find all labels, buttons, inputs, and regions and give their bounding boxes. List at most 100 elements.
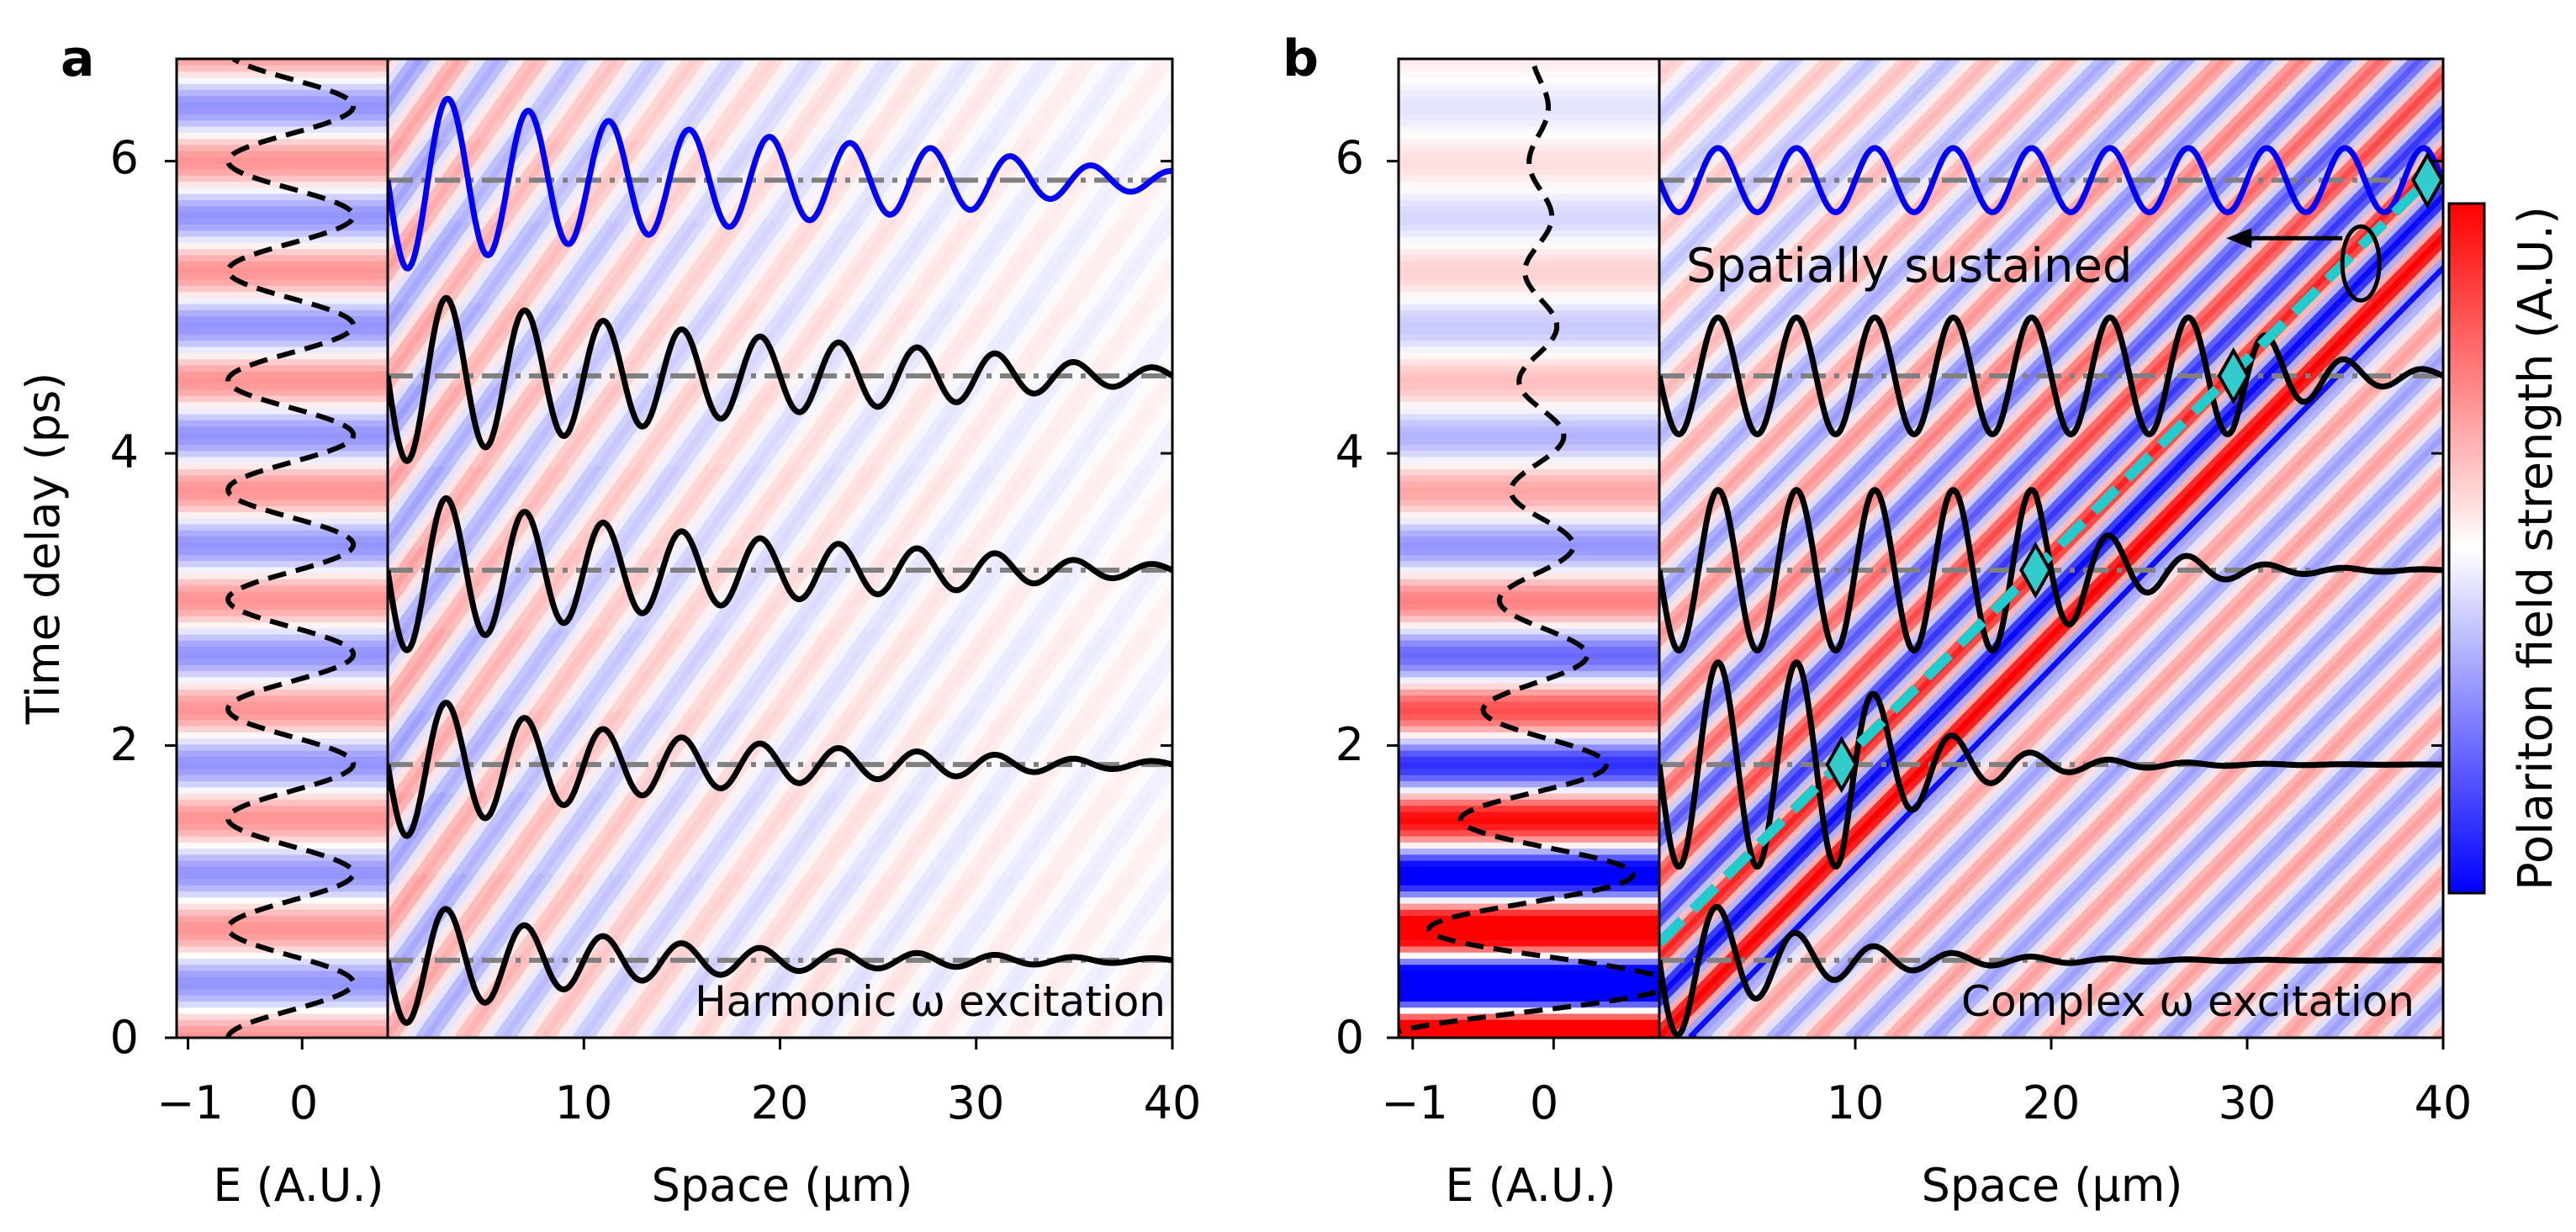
a-field-stripe <box>81 793 139 875</box>
a-field-stripe <box>408 383 474 469</box>
a-field-stripe <box>430 59 495 143</box>
a-field-stripe <box>50 793 108 875</box>
a-field-stripe <box>388 301 415 344</box>
a-field-stripe <box>474 301 540 388</box>
a-drive-band <box>177 707 388 715</box>
a-field-stripe <box>103 467 161 548</box>
a-field-stripe <box>458 301 525 388</box>
a-drive-band <box>177 866 388 874</box>
a-drive-band <box>177 450 388 457</box>
a-drive-band <box>177 291 388 299</box>
a-field-stripe <box>14 875 72 956</box>
a-field-stripe <box>399 219 465 306</box>
a-field-stripe <box>0 385 8 467</box>
a-field-stripe <box>0 956 38 1038</box>
a-field-stripe <box>73 222 131 304</box>
a-drive-band <box>177 584 388 592</box>
a-drive-band <box>177 438 388 445</box>
a-drive-band <box>177 261 388 267</box>
a-drive-band <box>177 101 388 108</box>
a-field-stripe <box>0 875 3 956</box>
a-field-stripe <box>2 59 60 140</box>
a-field-stripe <box>72 630 130 711</box>
a-drive-band <box>177 1025 388 1033</box>
a-drive-band <box>177 193 388 200</box>
a-field-stripe <box>64 630 122 711</box>
a-drive-band <box>177 389 388 396</box>
a-drive-band <box>177 652 388 659</box>
a-field-stripe <box>388 59 425 114</box>
a-field-stripe <box>0 793 53 875</box>
a-field-stripe <box>112 59 170 140</box>
a-field-stripe <box>494 219 559 306</box>
a-field-stripe <box>103 630 161 711</box>
a-field-stripe <box>0 59 5 140</box>
a-drive-band <box>177 689 388 696</box>
a-field-stripe <box>0 140 10 222</box>
a-drive-band <box>177 108 388 115</box>
a-field-stripe <box>391 219 458 306</box>
a-field-stripe <box>120 222 178 304</box>
a-field-stripe <box>595 59 660 143</box>
a-field-stripe <box>23 875 81 956</box>
a-field-stripe <box>0 711 2 793</box>
a-drive-band <box>177 713 388 721</box>
a-drive-band <box>177 756 388 764</box>
a-drive-band <box>177 640 388 647</box>
a-drive-band <box>177 616 388 622</box>
a-field-stripe <box>70 875 128 956</box>
a-field-stripe <box>82 222 140 304</box>
a-drive-band <box>177 701 388 708</box>
a-drive-band <box>177 885 388 891</box>
a-field-stripe <box>611 59 676 143</box>
a-drive-band <box>177 909 388 917</box>
a-drive-band <box>177 187 388 194</box>
a-field-stripe <box>388 138 414 179</box>
a-field-stripe <box>388 59 417 103</box>
a-field-stripe <box>30 875 88 956</box>
a-field-stripe <box>0 222 14 304</box>
a-drive-band <box>177 854 388 861</box>
a-field-stripe <box>41 793 99 875</box>
a-field-stripe <box>642 59 707 143</box>
a-drive-band <box>177 487 388 494</box>
a-drive-band <box>177 523 388 531</box>
a-drive-band <box>177 77 388 84</box>
a-drive-band <box>177 676 388 684</box>
a-drive-band <box>177 83 388 90</box>
a-field-stripe <box>61 875 119 956</box>
a-field-stripe <box>0 630 13 711</box>
a-drive-band <box>177 156 388 164</box>
a-field-stripe <box>14 140 72 222</box>
a-drive-band <box>177 420 388 427</box>
a-field-stripe <box>388 59 433 124</box>
a-drive-band <box>177 609 388 616</box>
a-drive-band <box>177 780 388 788</box>
a-field-stripe <box>3 222 61 304</box>
a-field-stripe <box>0 140 25 222</box>
a-field-stripe <box>0 956 30 1038</box>
a-drive-band <box>177 750 388 757</box>
a-field-stripe <box>117 304 175 385</box>
panel-a-field-map <box>0 59 1172 1038</box>
a-field-stripe <box>0 956 46 1038</box>
a-field-stripe <box>105 222 163 304</box>
a-drive-band <box>177 793 388 800</box>
a-field-stripe <box>10 793 68 875</box>
a-drive-band <box>177 431 388 439</box>
a-field-stripe <box>93 304 151 385</box>
a-field-stripe <box>110 467 168 548</box>
a-field-stripe <box>575 138 642 225</box>
a-field-stripe <box>70 304 128 385</box>
a-field-stripe <box>470 219 536 306</box>
a-drive-band <box>177 799 388 806</box>
a-field-stripe <box>388 464 408 497</box>
a-field-stripe <box>390 59 457 143</box>
a-field-stripe <box>485 219 552 306</box>
a-field-stripe <box>493 59 558 143</box>
a-field-stripe <box>83 548 141 630</box>
a-field-stripe <box>0 711 17 793</box>
a-drive-band <box>177 168 388 176</box>
a-drive-band <box>177 278 388 286</box>
a-field-stripe <box>65 793 123 875</box>
